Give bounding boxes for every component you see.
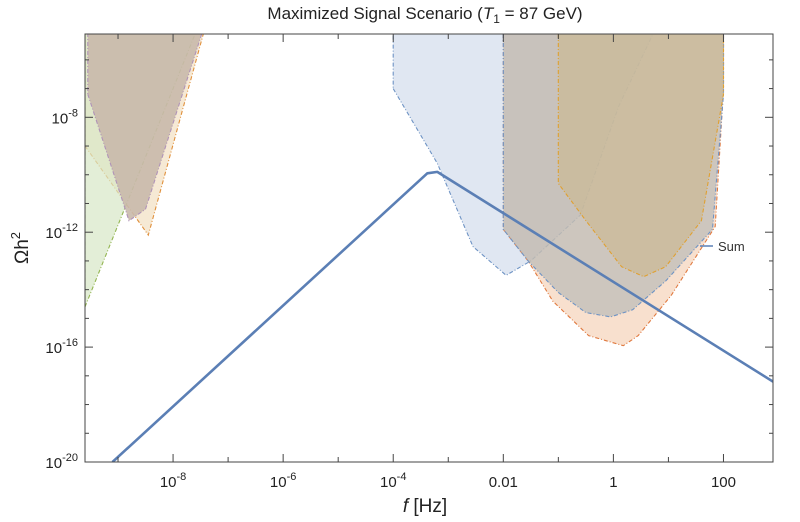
x-tick-label: 10-4 (380, 471, 406, 491)
chart-title: Maximized Signal Scenario (T1 = 87 GeV) (267, 4, 582, 26)
x-tick-label: 1 (609, 474, 617, 491)
legend: Sum (700, 239, 745, 254)
x-tick-label: 100 (711, 474, 736, 491)
y-axis-base: Ωh (12, 239, 33, 264)
y-axis-title: Ωh2 (8, 232, 33, 264)
title-rest: = 87 GeV) (500, 4, 583, 23)
series-layer (111, 170, 773, 462)
y-tick-label: 10-16 (45, 337, 78, 357)
series-line-sum (111, 170, 773, 462)
title-main: Maximized Signal Scenario ( (267, 4, 483, 23)
y-axis: 10-8 10-12 10-16 10-20 (45, 59, 773, 472)
sensitivity-region-3 (87, 34, 203, 222)
x-axis-var: f (403, 496, 410, 517)
x-tick-label: 0.01 (489, 474, 518, 491)
plot-frame (84, 33, 774, 463)
title-sub: 1 (493, 12, 500, 26)
title-var: T (483, 4, 495, 23)
y-axis-exp: 2 (8, 232, 23, 239)
x-tick-label: 10-8 (160, 471, 186, 491)
sensitivity-region-7 (557, 34, 725, 278)
sensitivity-regions (85, 34, 725, 347)
y-tick-label: 10-8 (52, 107, 78, 127)
x-axis-title: f [Hz] (403, 496, 447, 517)
x-axis: 10-8 10-6 10-4 0.01 1 100 (117, 34, 736, 491)
y-tick-label: 10-20 (45, 452, 78, 472)
x-tick-label: 10-6 (270, 471, 296, 491)
x-axis-unit: [Hz] (408, 496, 447, 517)
legend-label-sum: Sum (718, 239, 745, 254)
y-tick-label: 10-12 (45, 222, 78, 242)
